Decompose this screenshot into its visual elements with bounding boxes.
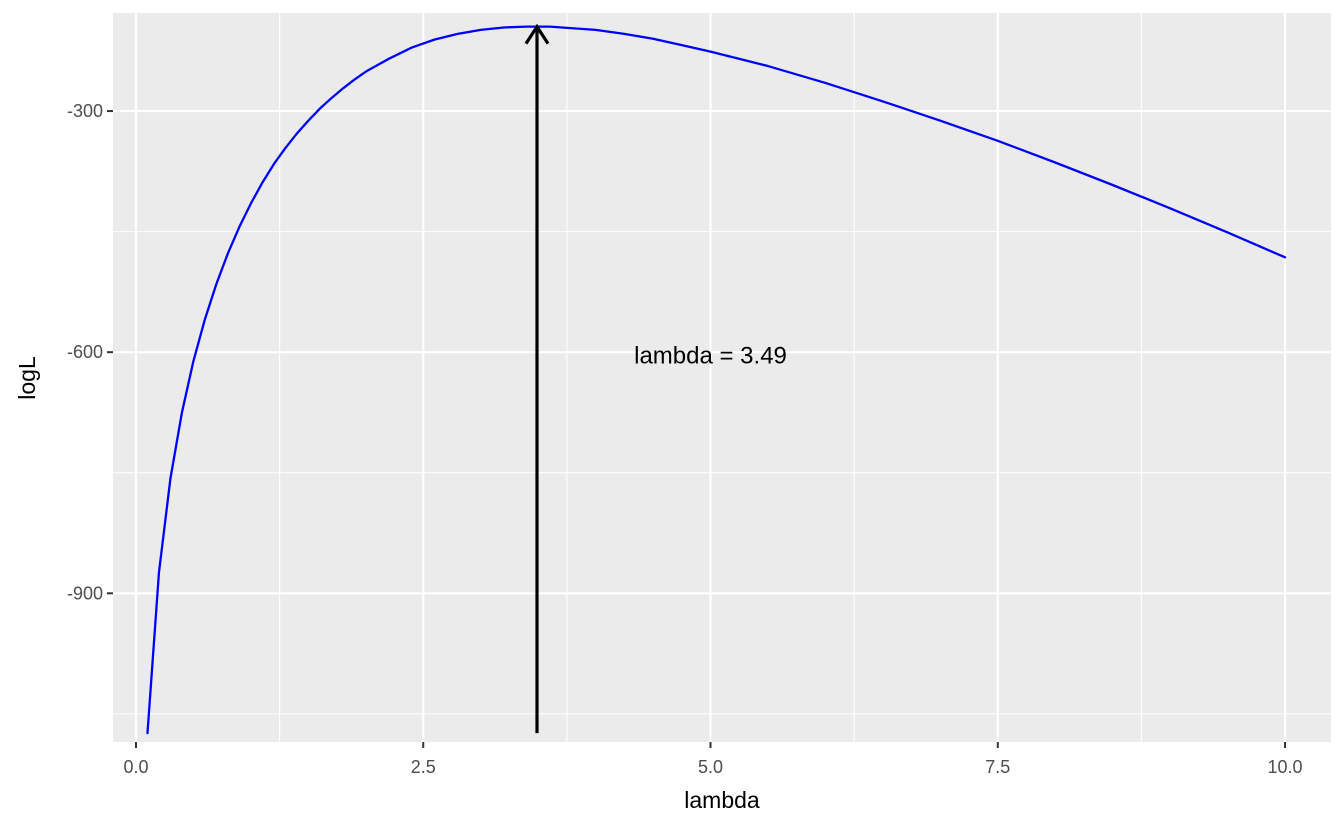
y-axis-ticks: -900 -600 -300 bbox=[67, 101, 113, 603]
x-tick-label: 2.5 bbox=[411, 757, 436, 777]
annotation-label: lambda = 3.49 bbox=[634, 343, 787, 370]
x-axis-title: lambda bbox=[684, 787, 760, 813]
grid-minor bbox=[113, 13, 1331, 742]
arrow-head bbox=[524, 23, 550, 45]
x-tick-label: 5.0 bbox=[698, 757, 723, 777]
panel-background bbox=[113, 13, 1331, 742]
annotation-layer: lambda = 3.49 bbox=[524, 23, 787, 734]
series-layer bbox=[146, 25, 1287, 735]
x-tick-label: 7.5 bbox=[985, 757, 1010, 777]
y-tick-label: -600 bbox=[67, 342, 103, 362]
x-axis-ticks: 0.0 2.5 5.0 7.5 10.0 bbox=[123, 742, 1303, 777]
grid-major bbox=[113, 13, 1331, 742]
x-tick-label: 10.0 bbox=[1268, 757, 1303, 777]
series-line bbox=[146, 25, 1287, 735]
x-tick-label: 0.0 bbox=[123, 757, 148, 777]
y-tick-label: -300 bbox=[67, 101, 103, 121]
y-axis-title: logL bbox=[14, 356, 40, 400]
y-tick-label: -900 bbox=[67, 583, 103, 603]
